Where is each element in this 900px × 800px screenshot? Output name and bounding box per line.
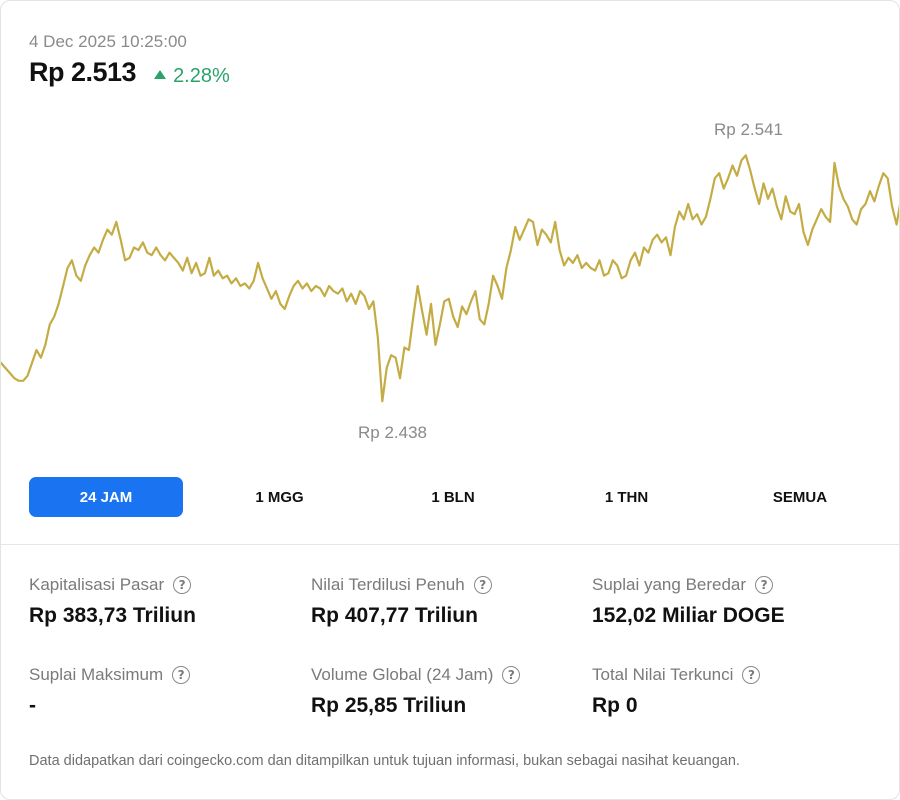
tab-1-bln[interactable]: 1 BLN: [431, 488, 475, 506]
data-disclaimer: Data didapatkan dari coingecko.com dan d…: [29, 753, 740, 769]
stat-fully-diluted: Nilai Terdilusi Penuh ? Rp 407,77 Triliu…: [311, 575, 492, 628]
stat-label: Kapitalisasi Pasar: [29, 575, 165, 594]
help-icon[interactable]: ?: [742, 666, 761, 684]
stat-value: Rp 25,85 Triliun: [311, 694, 467, 717]
tab-24-jam[interactable]: 24 JAM: [29, 477, 183, 517]
price-row: Rp 2.513 2.28%: [29, 57, 230, 88]
price-timestamp: 4 Dec 2025 10:25:00: [29, 32, 187, 51]
help-icon[interactable]: ?: [173, 576, 192, 594]
section-divider: [1, 544, 899, 545]
stat-label: Total Nilai Terkunci: [592, 665, 734, 684]
price-line-chart[interactable]: [1, 101, 900, 451]
stat-label: Suplai Maksimum: [29, 665, 164, 684]
chart-min-label: Rp 2.438: [358, 423, 427, 442]
stat-value: Rp 0: [592, 694, 638, 717]
chart-max-label: Rp 2.541: [714, 120, 783, 139]
stat-value: 152,02 Miliar DOGE: [592, 604, 785, 627]
stat-circulating-supply: Suplai yang Beredar ? 152,02 Miliar DOGE: [592, 575, 785, 628]
current-price: Rp 2.513: [29, 57, 137, 87]
help-icon[interactable]: ?: [473, 576, 492, 594]
help-icon[interactable]: ?: [755, 576, 774, 594]
price-line: [1, 154, 899, 403]
timeframe-tabs: 24 JAM 1 MGG 1 BLN 1 THN SEMUA: [29, 477, 873, 517]
help-icon[interactable]: ?: [172, 666, 191, 684]
stat-global-volume: Volume Global (24 Jam) ? Rp 25,85 Triliu…: [311, 665, 521, 718]
tab-1-mgg[interactable]: 1 MGG: [255, 488, 304, 506]
stat-label: Suplai yang Beredar: [592, 575, 747, 594]
tab-1-thn[interactable]: 1 THN: [604, 488, 649, 506]
stat-max-supply: Suplai Maksimum ? -: [29, 665, 191, 718]
stat-value: Rp 407,77 Triliun: [311, 604, 478, 627]
stat-value: -: [29, 694, 36, 717]
tab-semua[interactable]: SEMUA: [772, 488, 828, 506]
stat-label: Volume Global (24 Jam): [311, 665, 494, 684]
triangle-up-icon: [154, 70, 167, 79]
stat-market-cap: Kapitalisasi Pasar ? Rp 383,73 Triliun: [29, 575, 196, 628]
price-change-badge: 2.28%: [154, 65, 230, 88]
help-icon[interactable]: ?: [502, 666, 521, 684]
price-change-percent: 2.28%: [173, 65, 230, 87]
stat-label: Nilai Terdilusi Penuh: [311, 575, 465, 594]
stat-total-value-locked: Total Nilai Terkunci ? Rp 0: [592, 665, 761, 718]
stat-value: Rp 383,73 Triliun: [29, 604, 196, 627]
